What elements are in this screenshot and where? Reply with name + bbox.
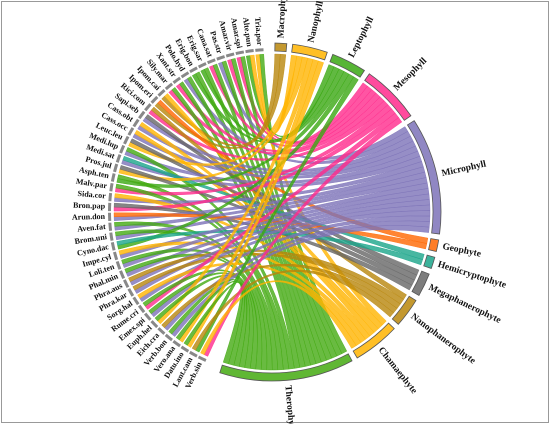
species-arc [172,339,181,348]
ribbon [183,282,244,365]
species-arc [138,110,146,120]
species-arc [150,95,159,104]
species-arc [132,296,140,306]
species-arc [157,88,166,97]
group-arc [291,43,328,61]
arcs [108,42,442,382]
species-label: Sida.cor [77,189,106,201]
species-arc [216,55,226,61]
species-arc [172,76,181,84]
species-arc [108,192,113,202]
ribbon [168,279,248,367]
species-arc [164,333,173,342]
ribbons [113,53,431,371]
species-arc [109,182,114,192]
ribbon [161,263,398,329]
species-arc [143,312,152,321]
group-arc [391,295,417,325]
group-arc [423,254,436,270]
ribbon [121,248,268,371]
species-arc [110,242,116,251]
species-arc [127,127,135,136]
species-arc [110,173,116,182]
species-arc [108,222,113,232]
species-arc [157,327,166,335]
group-arc [352,322,395,359]
species-arc [113,163,119,173]
species-arc [255,48,264,52]
species-arc [144,103,152,112]
species-arc [123,135,130,145]
species-label: Tria.por [253,17,264,47]
group-arc [219,353,353,382]
ribbon [122,155,425,260]
group-arc [406,120,442,235]
species-label: Arun.don [72,212,106,222]
species-arc [127,288,135,297]
species-arc [164,82,174,91]
group-arc [274,42,288,53]
species-arc [123,279,130,288]
group-label: Macrophyll [276,0,288,39]
group-arc [411,270,430,296]
ribbon [142,269,258,370]
species-arc [235,50,245,56]
species-arc [115,154,122,163]
species-arc [180,345,190,353]
ribbon [171,225,430,337]
group-arc [329,53,365,78]
species-arc [207,58,216,65]
species-arc [189,66,198,74]
species-arc [115,261,122,270]
species-label: Alte.pun [241,17,254,48]
species-arc [109,232,114,241]
species-arc [197,355,207,362]
ribbon [195,71,317,366]
species-arc [197,62,207,69]
ribbon [221,60,333,361]
group-arc [428,238,440,252]
species-arc [113,251,119,261]
species-arc [108,202,112,212]
species-arc [108,212,112,222]
ribbon [249,54,387,326]
species-arc [119,270,126,279]
ribbon [187,76,311,367]
species-arc [225,52,235,58]
ribbon [145,114,420,276]
ribbon [113,212,428,250]
species-arc [119,144,126,154]
species-arc [245,49,254,54]
species-arc [150,320,159,329]
group-arc [364,73,412,121]
species-label: Bron.pap [73,201,106,211]
species-arc [180,71,190,79]
species-arc [132,118,140,128]
species-arc [137,304,146,314]
species-label: Aven.fat [77,222,107,234]
species-arc [189,350,198,358]
group-label: Therophyte [282,385,296,424]
